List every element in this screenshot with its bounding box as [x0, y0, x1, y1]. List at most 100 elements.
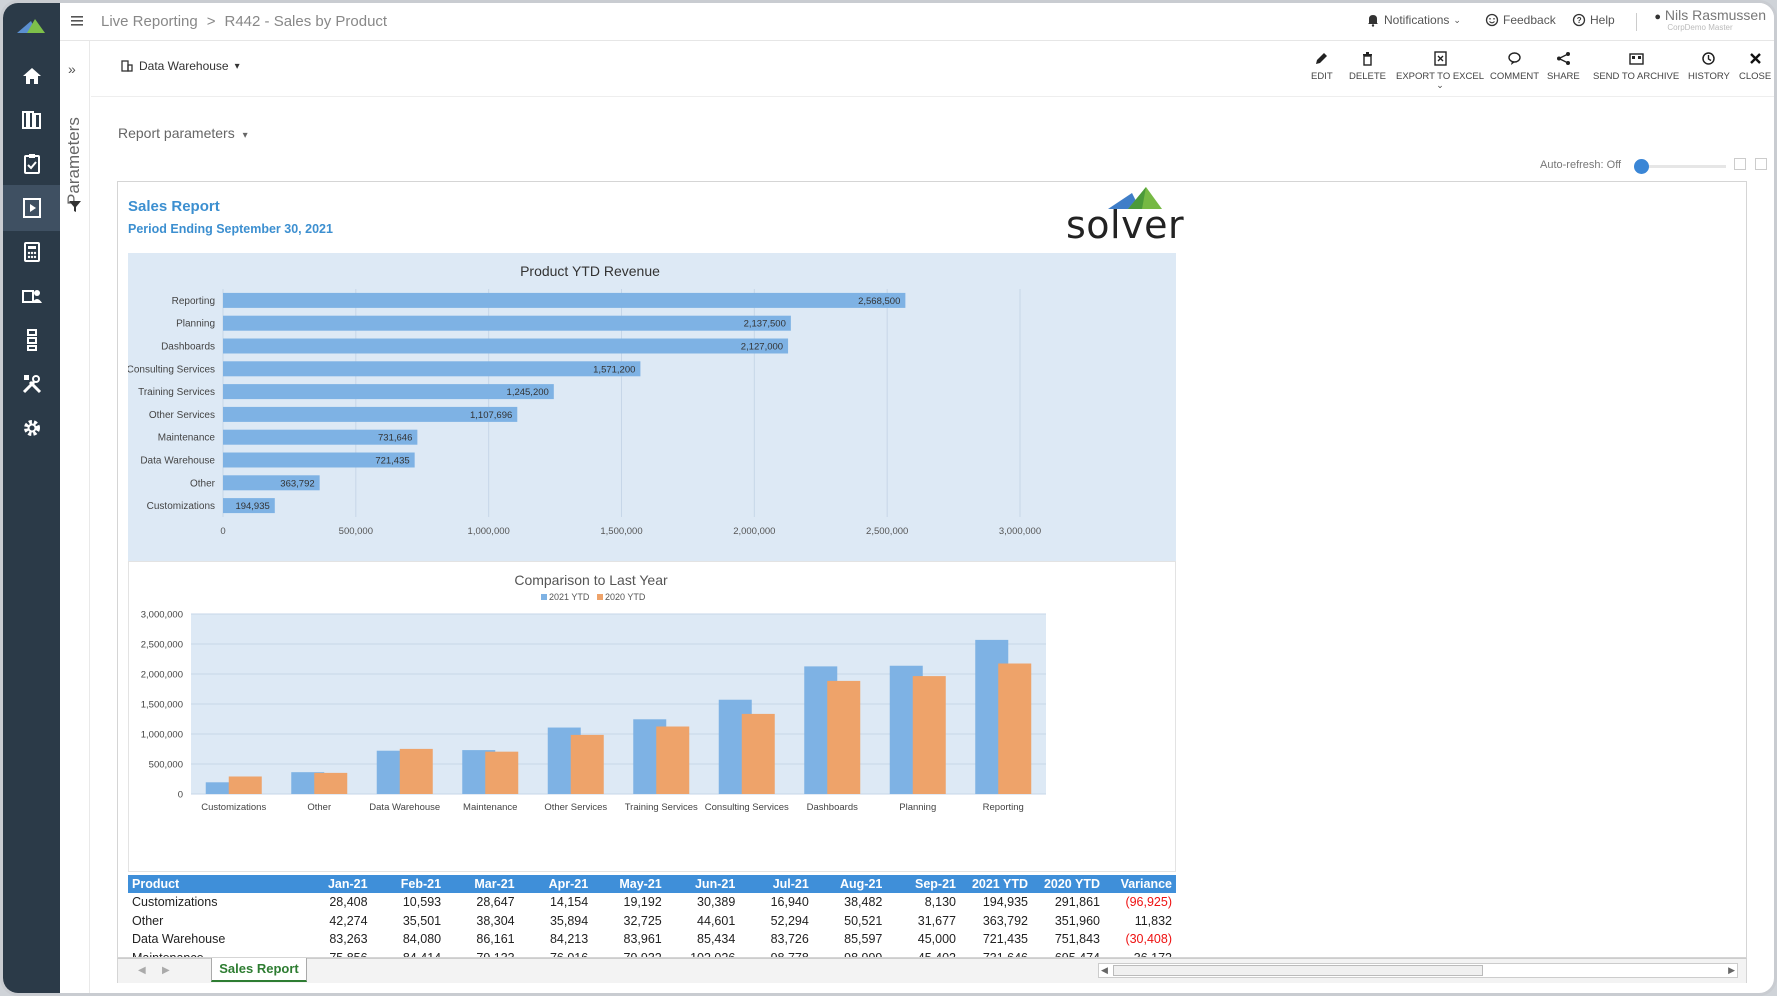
- scroll-left-icon[interactable]: ◀: [1101, 965, 1108, 975]
- nav-reports[interactable]: [3, 185, 60, 231]
- category-label: Other: [190, 478, 216, 489]
- filter-icon[interactable]: [68, 199, 82, 213]
- value-cell: 45,402: [917, 950, 956, 958]
- tab-sales-report[interactable]: Sales Report: [211, 958, 307, 982]
- chart-title: Product YTD Revenue: [520, 263, 660, 279]
- parameters-panel: » Parameters: [60, 41, 90, 993]
- table-row: Customizations 28,408 10,593 28,647 14,154 19…: [128, 893, 1176, 912]
- value-cell: 751,843: [1054, 932, 1100, 947]
- tab-prev-icon[interactable]: ◀: [138, 965, 146, 976]
- category-label: Consulting Services: [128, 364, 215, 375]
- sales-table: Product Jan-21 Feb-21 Mar-21 Apr-21 May-21 Jun…: [128, 875, 1176, 958]
- data-label: 731,646: [378, 433, 412, 444]
- value-cell: 84,414: [402, 950, 442, 958]
- value-cell: 85,434: [697, 932, 736, 947]
- nav-planning[interactable]: [3, 229, 60, 275]
- scrollbar-thumb[interactable]: [1113, 965, 1483, 976]
- feedback-button[interactable]: Feedback: [1485, 13, 1556, 27]
- tab-next-icon[interactable]: ▶: [162, 965, 170, 976]
- history-label: HISTORY: [1688, 71, 1730, 82]
- auto-refresh-label: Auto-refresh: Off: [1540, 159, 1622, 171]
- share-button[interactable]: SHARE: [1547, 51, 1580, 82]
- nav-home[interactable]: [3, 53, 60, 99]
- breadcrumb-root[interactable]: Live Reporting: [101, 13, 198, 30]
- horizontal-scrollbar[interactable]: ◀ ▶: [1098, 963, 1738, 978]
- bar: [741, 713, 775, 794]
- column-header: Sep-21: [886, 875, 960, 893]
- bar: [223, 361, 641, 377]
- value-cell: 83,263: [329, 932, 368, 947]
- category-label: Training Services: [138, 387, 215, 398]
- bar: [912, 676, 946, 794]
- x-tick-label: 500,000: [339, 526, 373, 537]
- expand-panel-icon[interactable]: »: [68, 61, 76, 77]
- report-subtitle: Period Ending September 30, 2021: [128, 222, 333, 236]
- value-cell: 84,213: [549, 932, 589, 947]
- delete-button[interactable]: DELETE: [1349, 51, 1386, 82]
- nav-tools[interactable]: [3, 361, 60, 407]
- value-cell: 19,192: [623, 895, 662, 910]
- comment-label: COMMENT: [1490, 71, 1540, 82]
- value-cell: 731,646: [982, 950, 1028, 958]
- logo-text: solver: [1066, 203, 1185, 247]
- nav-data[interactable]: [3, 273, 60, 319]
- hamburger-icon[interactable]: [70, 13, 86, 29]
- product-cell: Other: [132, 913, 164, 928]
- user-menu[interactable]: ● Nils Rasmussen CorpDemo Master: [1654, 7, 1766, 32]
- category-label: Dashboards: [161, 342, 215, 353]
- value-cell: 42,274: [329, 913, 368, 928]
- notifications-button[interactable]: Notifications ⌄: [1366, 13, 1461, 27]
- category-label: Customizations: [147, 501, 215, 512]
- clipboard-icon: [23, 154, 40, 174]
- y-tick-label: 2,000,000: [141, 670, 183, 681]
- table-row: Maintenance 75,856 84,414 79,133 76,016 79,93…: [128, 949, 1176, 958]
- column-header: 2020 YTD: [1032, 875, 1104, 893]
- y-tick-label: 1,000,000: [141, 730, 183, 741]
- value-cell: 194,935: [982, 895, 1028, 910]
- scroll-right-icon[interactable]: ▶: [1728, 965, 1735, 975]
- comment-button[interactable]: COMMENT: [1490, 51, 1539, 82]
- datasource-select[interactable]: Data Warehouse ▾: [121, 59, 240, 73]
- y-tick-label: 3,000,000: [141, 610, 183, 621]
- category-label: Maintenance: [463, 802, 517, 813]
- export-to-excel-button[interactable]: EXPORT TO EXCEL ⌄: [1396, 51, 1484, 90]
- legend-swatch: [597, 594, 603, 600]
- chevron-down-icon: ▾: [234, 60, 240, 72]
- category-label: Other Services: [544, 802, 607, 813]
- chevron-down-icon: ⌄: [1453, 14, 1461, 25]
- notifications-label: Notifications: [1384, 13, 1450, 27]
- history-button[interactable]: HISTORY: [1688, 51, 1730, 82]
- auto-refresh-slider[interactable]: [1634, 159, 1726, 174]
- expand-icon[interactable]: [1734, 158, 1746, 170]
- close-button[interactable]: CLOSE: [1739, 51, 1771, 82]
- nav-library[interactable]: [3, 97, 60, 143]
- column-header: Jan-21: [298, 875, 372, 893]
- value-cell: 98,778: [770, 950, 809, 958]
- y-tick-label: 1,500,000: [141, 700, 183, 711]
- help-button[interactable]: ? Help: [1572, 13, 1615, 27]
- report-parameters-toggle[interactable]: Report parameters ▾: [118, 125, 248, 141]
- grid-icon[interactable]: [1755, 158, 1767, 170]
- bar: [223, 406, 518, 422]
- category-label: Training Services: [625, 802, 698, 813]
- divider: [1636, 13, 1637, 31]
- solver-logo-icon[interactable]: [17, 17, 45, 33]
- category-label: Planning: [176, 319, 215, 330]
- nav-tasks[interactable]: [3, 141, 60, 187]
- home-icon: [22, 68, 41, 84]
- nav-settings[interactable]: [3, 405, 60, 451]
- slider-knob[interactable]: [1634, 159, 1649, 174]
- column-header: Product: [128, 875, 298, 893]
- table-row: Other 42,274 35,501 38,304 35,894 32,725 44,60…: [128, 912, 1176, 931]
- parameters-label[interactable]: Parameters: [64, 117, 83, 205]
- top-bar: Live Reporting > R442 - Sales by Product N…: [60, 3, 1774, 41]
- value-cell: 10,593: [402, 895, 442, 910]
- bar: [223, 338, 789, 354]
- data-user-icon: [21, 290, 42, 303]
- nav-processes[interactable]: [3, 317, 60, 363]
- send-to-archive-button[interactable]: SEND TO ARCHIVE: [1593, 51, 1679, 82]
- edit-button[interactable]: EDIT: [1311, 51, 1333, 82]
- bar: [223, 315, 791, 331]
- bar: [827, 680, 861, 794]
